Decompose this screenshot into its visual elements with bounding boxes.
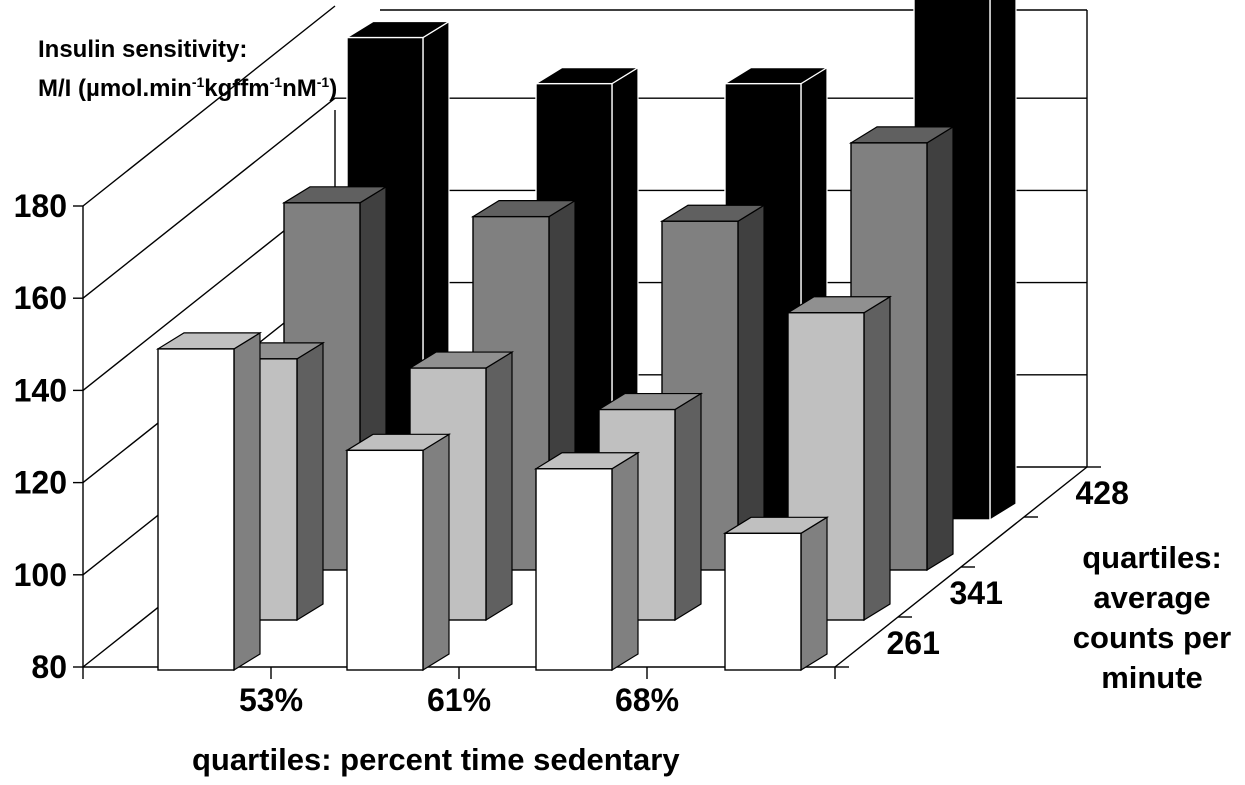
- x-tick-label: 61%: [427, 682, 491, 718]
- depth-axis-title-line: quartiles:: [1082, 540, 1222, 575]
- depth-axis-title-line: minute: [1101, 660, 1203, 695]
- bar-side: [926, 125, 954, 572]
- gridline-side: [82, 5, 336, 207]
- depth-tick-label: 261: [887, 625, 940, 661]
- y-axis-title-part: kgffm: [204, 75, 270, 102]
- bar-side: [674, 392, 702, 622]
- y-tick-label: 180: [14, 188, 67, 224]
- y-axis-title-superscript: -1: [316, 74, 330, 90]
- bar: [535, 468, 613, 671]
- x-axis-title: quartiles: percent time sedentary: [192, 742, 680, 777]
- depth-axis-title: quartiles: average counts per minute: [1062, 538, 1242, 698]
- y-tick-label: 120: [14, 465, 67, 501]
- y-axis-title-part: nM: [282, 75, 317, 102]
- depth-axis-title-line: average: [1093, 580, 1211, 615]
- bar-side: [422, 433, 450, 672]
- y-axis-title-part: M/I (µmol.min: [38, 75, 192, 102]
- bar-side: [233, 331, 261, 672]
- bar-side: [737, 204, 765, 572]
- y-axis-title-part: ): [329, 75, 338, 102]
- y-tick-label: 140: [14, 372, 67, 408]
- x-tick-label: 68%: [615, 682, 679, 718]
- y-tick-label: 80: [31, 649, 67, 685]
- y-axis-title-line1: Insulin sensitivity:: [38, 36, 248, 63]
- depth-tick-label: 341: [950, 575, 1003, 611]
- bar-side: [989, 0, 1017, 522]
- bar-side: [611, 451, 639, 672]
- bar-side: [296, 341, 324, 622]
- gridline-side: [82, 97, 336, 299]
- depth-axis-title-line: counts per: [1072, 620, 1232, 655]
- y-axis-title-superscript: -1: [191, 74, 205, 90]
- depth-tick-label: 428: [1076, 475, 1129, 511]
- bar-side: [800, 516, 828, 672]
- bar: [157, 348, 235, 671]
- bar: [724, 532, 802, 671]
- y-tick-label: 100: [14, 557, 67, 593]
- bar: [346, 449, 424, 671]
- y-axis-title-superscript: -1: [269, 74, 283, 90]
- y-axis-title-line2: M/I (µmol.min-1kgffm-1nM-1): [38, 74, 337, 103]
- x-tick-label: 53%: [239, 682, 303, 718]
- bar-side: [485, 350, 513, 622]
- bar-side: [863, 295, 891, 622]
- y-tick-label: 160: [14, 280, 67, 316]
